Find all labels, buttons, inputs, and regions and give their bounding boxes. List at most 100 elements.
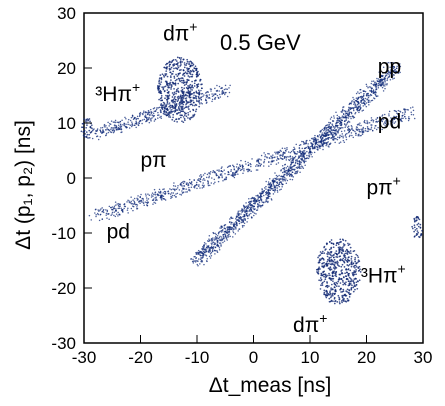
scatter-point xyxy=(222,180,224,182)
scatter-point xyxy=(138,200,141,202)
scatter-point xyxy=(362,90,364,92)
scatter-point xyxy=(144,116,147,118)
scatter-point xyxy=(189,83,192,86)
scatter-point xyxy=(249,201,252,203)
scatter-point xyxy=(379,121,381,124)
scatter-point xyxy=(216,94,219,97)
scatter-point xyxy=(355,134,357,136)
scatter-point xyxy=(346,288,349,291)
scatter-point xyxy=(278,158,280,160)
scatter-point xyxy=(348,243,351,246)
scatter-point xyxy=(283,179,286,181)
scatter-point xyxy=(347,117,350,119)
scatter-point xyxy=(107,131,110,134)
scatter-point xyxy=(283,176,286,179)
scatter-point xyxy=(345,136,347,138)
scatter-point xyxy=(341,108,344,111)
scatter-point xyxy=(133,124,135,126)
scatter-point xyxy=(186,78,189,81)
scatter-point xyxy=(395,115,398,118)
scatter-point xyxy=(383,77,386,80)
scatter-point xyxy=(190,182,193,184)
scatter-point xyxy=(271,187,274,190)
scatter-point xyxy=(362,126,365,129)
scatter-point xyxy=(336,260,339,263)
scatter-point xyxy=(394,121,397,123)
scatter-point xyxy=(169,116,172,118)
scatter-point xyxy=(221,175,223,177)
scatter-point xyxy=(250,210,253,212)
scatter-point xyxy=(275,174,278,177)
scatter-point xyxy=(345,277,348,280)
scatter-point xyxy=(254,202,256,205)
scatter-point xyxy=(327,292,330,295)
scatter-point xyxy=(277,152,279,154)
scatter-point xyxy=(188,79,190,82)
scatter-point xyxy=(271,160,274,163)
scatter-point xyxy=(175,63,177,66)
scatter-point xyxy=(319,136,322,138)
scatter-point xyxy=(294,162,297,164)
scatter-point xyxy=(266,192,269,194)
scatter-point xyxy=(212,232,215,235)
scatter-point xyxy=(102,129,104,131)
scatter-point xyxy=(127,118,130,121)
scatter-point xyxy=(254,199,256,201)
scatter-point xyxy=(167,113,170,115)
scatter-point xyxy=(152,199,155,201)
scatter-point xyxy=(314,138,316,141)
scatter-point xyxy=(217,177,220,179)
scatter-point xyxy=(150,117,152,120)
scatter-point xyxy=(380,74,383,77)
scatter-point xyxy=(224,228,227,230)
scatter-point xyxy=(254,208,256,210)
scatter-point xyxy=(296,151,299,153)
scatter-point xyxy=(353,101,355,104)
scatter-point xyxy=(168,61,170,64)
scatter-point xyxy=(329,130,332,132)
scatter-point xyxy=(419,226,422,229)
scatter-point xyxy=(323,280,326,283)
scatter-point xyxy=(324,278,327,281)
scatter-point xyxy=(330,116,333,118)
scatter-point xyxy=(399,63,401,65)
scatter-point xyxy=(375,95,378,98)
scatter-point xyxy=(193,67,195,69)
scatter-point xyxy=(338,265,341,267)
scatter-point xyxy=(122,123,124,126)
scatter-point xyxy=(419,234,422,237)
scatter-point xyxy=(342,257,345,260)
scatter-point xyxy=(186,87,189,90)
scatter-point xyxy=(148,194,151,196)
scatter-point xyxy=(321,265,324,268)
scatter-point xyxy=(235,166,238,168)
scatter-point xyxy=(191,89,193,91)
scatter-point xyxy=(218,236,221,239)
scatter-point xyxy=(352,262,355,265)
scatter-point xyxy=(224,224,227,226)
scatter-point xyxy=(365,102,368,104)
scatter-point xyxy=(108,218,110,220)
scatter-point xyxy=(211,98,214,101)
scatter-point xyxy=(205,91,208,93)
scatter-point xyxy=(343,261,346,263)
scatter-point xyxy=(328,277,331,279)
scatter-point xyxy=(317,270,320,272)
scatter-point xyxy=(247,168,249,170)
scatter-point xyxy=(104,134,107,137)
scatter-point xyxy=(375,91,377,94)
scatter-point xyxy=(163,198,166,200)
scatter-point xyxy=(222,229,224,231)
scatter-point xyxy=(333,117,335,119)
scatter-point xyxy=(321,282,323,285)
scatter-point xyxy=(268,157,271,159)
scatter-point xyxy=(195,69,197,72)
scatter-point xyxy=(340,291,342,293)
scatter-point xyxy=(123,124,126,127)
scatter-point xyxy=(348,276,351,279)
scatter-point xyxy=(202,252,204,254)
scatter-point xyxy=(303,160,305,163)
scatter-point xyxy=(229,218,231,220)
scatter-point xyxy=(224,233,226,235)
scatter-point xyxy=(348,113,350,115)
